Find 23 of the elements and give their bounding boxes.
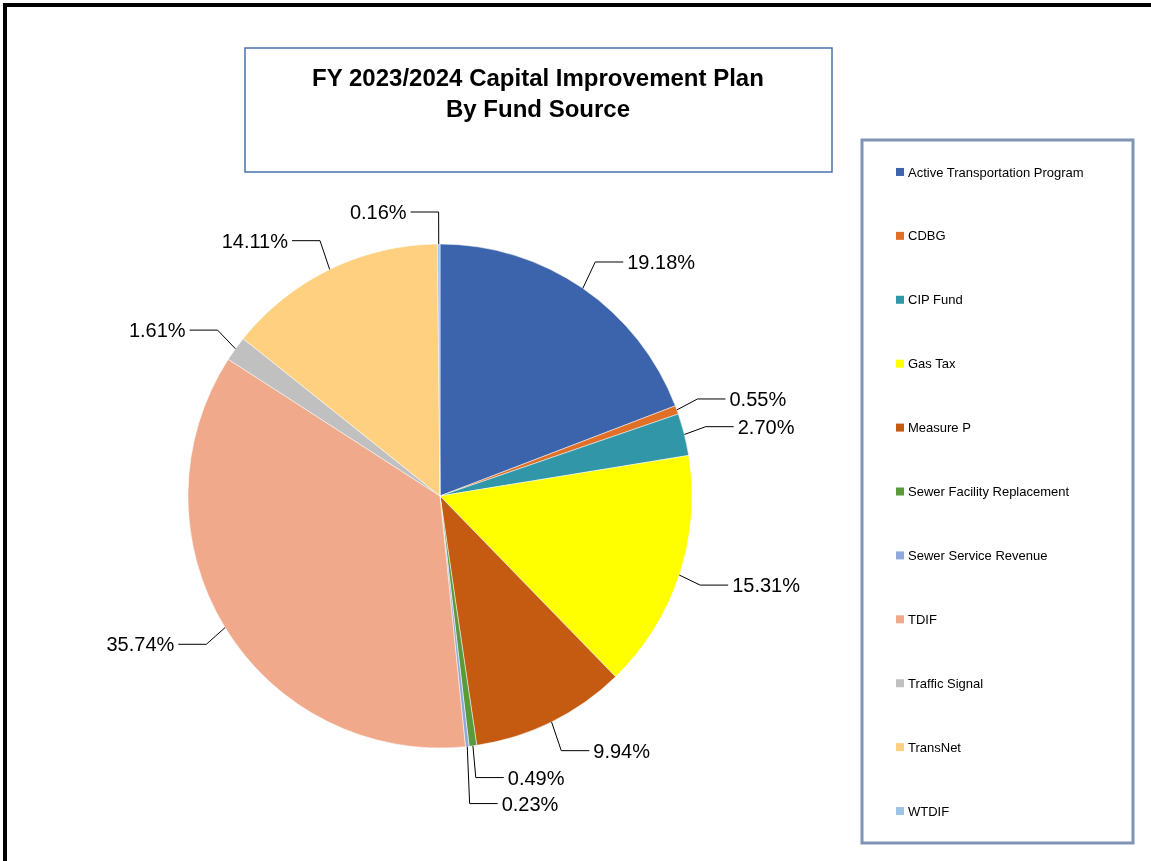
- data-label: 19.18%: [627, 251, 696, 273]
- legend-label: Sewer Facility Replacement: [908, 484, 1070, 500]
- legend-label: Gas Tax: [908, 356, 956, 372]
- data-label: 14.11%: [221, 229, 289, 252]
- legend-label: WTDIF: [908, 803, 950, 819]
- data-label: 0.16%: [349, 201, 407, 223]
- legend-label: TDIF: [908, 611, 937, 627]
- chart-title: FY 2023/2024 Capital Improvement Plan By Fund Source: [312, 64, 764, 122]
- legend-label: Measure P: [908, 420, 971, 436]
- legend-label: TransNet: [908, 739, 962, 755]
- data-label: 15.31%: [732, 574, 801, 597]
- data-label: 0.55%: [729, 387, 787, 410]
- legend-label: Sewer Service Revenue: [908, 547, 1048, 563]
- data-label: 9.94%: [593, 739, 651, 762]
- data-label: 0.49%: [507, 766, 565, 789]
- data-label: 35.74%: [106, 633, 175, 656]
- data-label: 0.23%: [501, 792, 559, 815]
- legend-label: CIP Fund: [908, 292, 963, 308]
- legend-label: CDBG: [908, 228, 946, 244]
- data-label: 1.61%: [128, 319, 186, 342]
- legend-label: Active Transportation Program: [908, 164, 1084, 180]
- legend-label: Traffic Signal: [908, 675, 984, 691]
- data-label: 2.70%: [737, 415, 795, 438]
